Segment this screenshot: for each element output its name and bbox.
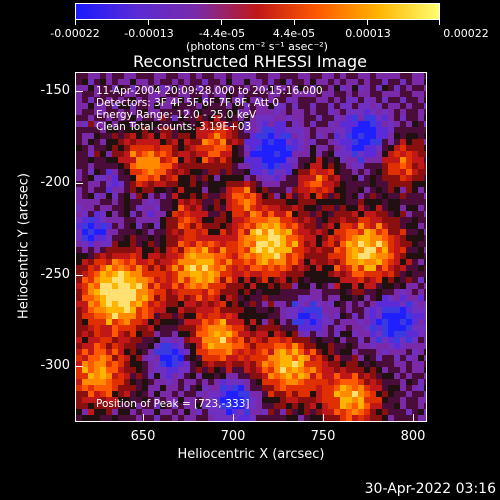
info-clean-counts: Clean Total counts: 3.19E+03 bbox=[96, 121, 252, 133]
colorbar-tick bbox=[367, 20, 368, 25]
y-tick bbox=[75, 183, 83, 184]
y-tick-label: -300 bbox=[40, 358, 70, 373]
x-axis-title: Heliocentric X (arcsec) bbox=[177, 447, 325, 462]
colorbar-label: -0.00022 bbox=[50, 27, 100, 40]
image-plot: 11-Apr-2004 20:09:28.000 to 20:15:16.000… bbox=[75, 72, 427, 422]
rhessi-image-map bbox=[76, 73, 426, 421]
y-axis-title: Heliocentric Y (arcsec) bbox=[16, 173, 32, 319]
y-tick bbox=[75, 275, 83, 276]
colorbar-tick bbox=[294, 20, 295, 25]
y-tick-label: -250 bbox=[40, 267, 70, 282]
colorbar-label: -0.00013 bbox=[124, 27, 174, 40]
y-tick-label: -150 bbox=[40, 83, 70, 98]
x-tick-label: 800 bbox=[400, 429, 426, 444]
colorbar-tick bbox=[439, 20, 440, 25]
colorbar-label: 4.4e-05 bbox=[272, 27, 316, 40]
info-time-range: 11-Apr-2004 20:09:28.000 to 20:15:16.000 bbox=[96, 85, 323, 97]
x-tick bbox=[233, 414, 234, 422]
y-tick bbox=[75, 91, 83, 92]
colorbar bbox=[75, 3, 440, 20]
footer-date: 30-Apr-2022 03:16 bbox=[364, 481, 496, 497]
x-tick bbox=[143, 414, 144, 422]
colorbar-label: 0.00022 bbox=[443, 27, 489, 40]
colorbar-label: 0.00013 bbox=[345, 27, 391, 40]
y-tick-label: -200 bbox=[40, 175, 70, 190]
plot-title: Reconstructed RHESSI Image bbox=[133, 52, 367, 71]
peak-position: Position of Peak = [723,-333] bbox=[96, 398, 250, 410]
y-tick bbox=[75, 366, 83, 367]
colorbar-label: -4.4e-05 bbox=[198, 27, 246, 40]
x-tick bbox=[323, 414, 324, 422]
colorbar-tick bbox=[75, 20, 76, 25]
x-tick-label: 750 bbox=[310, 429, 336, 444]
colorbar-units: (photons cm⁻² s⁻¹ asec⁻²) bbox=[186, 40, 328, 53]
x-tick-label: 650 bbox=[130, 429, 156, 444]
info-detectors: Detectors: 3F 4F 5F 6F 7F 8F, Att 0 bbox=[96, 97, 280, 109]
colorbar-tick bbox=[221, 20, 222, 25]
info-energy-range: Energy Range: 12.0 - 25.0 keV bbox=[96, 109, 257, 121]
colorbar-tick bbox=[148, 20, 149, 25]
x-tick-label: 700 bbox=[220, 429, 246, 444]
x-tick bbox=[413, 414, 414, 422]
